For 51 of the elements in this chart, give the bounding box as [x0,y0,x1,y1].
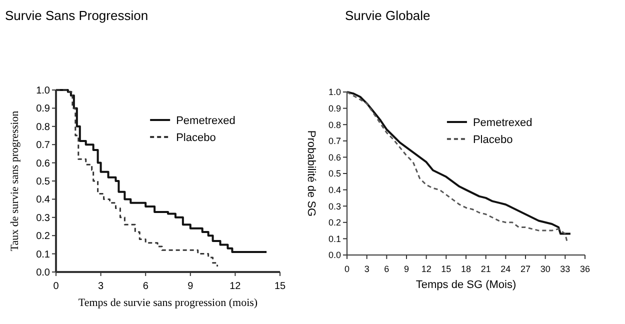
x-tick-label: 30 [540,264,550,274]
y-tick-label: 0.5 [36,176,50,188]
y-tick-label: 0.8 [36,122,50,133]
x-tick-label: 27 [520,264,531,274]
legend-label: Pemetrexed [176,114,236,127]
y-tick-label: 0.4 [36,194,50,206]
y-tick-label: 0.1 [328,234,341,244]
x-tick-label: 33 [560,264,570,274]
x-tick-label: 36 [580,264,590,274]
y-tick-label: 0.6 [36,158,50,170]
y-tick-label: 0.3 [328,201,341,212]
y-tick-label: 1.0 [36,86,50,96]
y-axis-title: Taux de survie sans progression [8,110,21,252]
chart-title: Survie Sans Progression [5,8,148,23]
x-tick-label: 6 [142,281,149,292]
x-tick-label: 9 [188,281,194,292]
y-tick-label: 0.7 [36,140,50,152]
y-tick-label: 0.4 [328,184,341,195]
x-tick-label: 3 [364,264,370,274]
y-tick-label: 0.7 [328,136,341,146]
y-tick-label: 0.8 [328,120,341,130]
y-tick-label: 1.0 [328,87,341,98]
x-tick-label: 12 [230,281,242,292]
y-tick-label: 0.0 [36,268,50,278]
x-tick-label: 9 [404,264,410,274]
x-tick-label: 0 [53,281,60,292]
y-tick-label: 0.5 [328,168,341,179]
x-tick-label: 24 [500,264,511,274]
legend-label: Placebo [472,134,513,146]
x-tick-label: 12 [421,264,432,274]
y-tick-label: 0.3 [36,212,50,224]
y-tick-label: 0.2 [36,231,50,242]
x-tick-label: 15 [274,281,286,292]
x-tick-label: 18 [460,264,472,274]
y-tick-label: 0.6 [328,152,341,162]
y-tick-label: 0.0 [328,250,341,260]
x-tick-label: 21 [480,264,491,274]
x-tick-label: 3 [98,281,104,292]
x-axis-title: Temps de survie sans progression (mois) [78,297,258,309]
y-tick-label: 0.9 [328,103,341,114]
y-tick-label: 0.9 [36,104,50,115]
legend-label: Placebo [176,132,216,144]
y-axis-title: Probabilité de SG [305,130,318,217]
x-axis-title: Temps de SG (Mois) [416,279,516,291]
y-tick-label: 0.2 [328,218,341,228]
legend-label: Pemetrexed [472,116,532,129]
x-tick-label: 6 [384,264,390,274]
x-tick-label: 15 [441,264,452,274]
chart-title: Survie Globale [345,8,430,23]
y-tick-label: 0.1 [36,249,50,260]
x-tick-label: 0 [344,264,350,274]
